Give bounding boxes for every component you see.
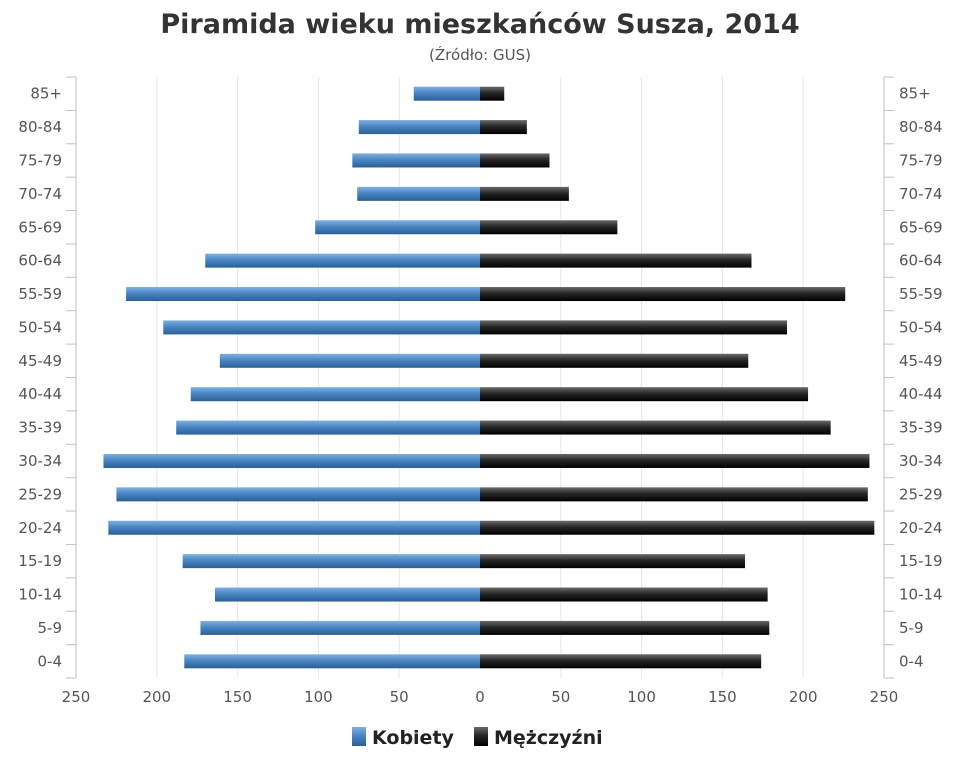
x-tick-label: 50 <box>551 688 570 706</box>
bar-mezczyzni <box>480 387 809 402</box>
bar-mezczyzni <box>480 487 868 502</box>
bar-mezczyzni <box>480 320 788 335</box>
y-tick-label-right: 75-79 <box>899 151 943 169</box>
y-tick-label-right: 65-69 <box>899 218 943 236</box>
bar-kobiety <box>163 320 480 335</box>
bar-mezczyzni <box>480 520 875 535</box>
y-tick-label-left: 45-49 <box>18 352 62 370</box>
y-tick-label-left: 0-4 <box>38 652 63 670</box>
y-tick-label-left: 5-9 <box>38 619 63 637</box>
bar-kobiety <box>200 620 480 635</box>
bar-mezczyzni <box>480 587 768 602</box>
bar-mezczyzni <box>480 220 618 235</box>
x-tick-label: 0 <box>475 688 485 706</box>
y-tick-label-right: 10-14 <box>899 586 943 604</box>
bar-mezczyzni <box>480 353 749 368</box>
y-tick-label-left: 30-34 <box>18 452 62 470</box>
gridlines <box>66 76 894 679</box>
legend[interactable]: Kobiety Mężczyźni <box>352 727 603 749</box>
y-tick-label-left: 70-74 <box>18 185 62 203</box>
legend-label: Mężczyźni <box>494 727 603 749</box>
bar-mezczyzni <box>480 253 752 268</box>
bar-mezczyzni <box>480 186 569 201</box>
bar-kobiety <box>184 654 480 669</box>
chart-title: Piramida wieku mieszkańców Susza, 2014 <box>160 9 799 40</box>
y-tick-label-left: 35-39 <box>18 419 62 437</box>
x-tick-label: 250 <box>62 688 91 706</box>
y-tick-label-left: 60-64 <box>18 252 62 270</box>
bar-kobiety <box>357 186 480 201</box>
y-tick-label-right: 15-19 <box>899 552 943 570</box>
y-tick-label-right: 25-29 <box>899 485 943 503</box>
legend-item-kobiety[interactable]: Kobiety <box>352 727 455 749</box>
y-tick-label-left: 20-24 <box>18 519 62 537</box>
x-tick-label: 200 <box>789 688 818 706</box>
bar-mezczyzni <box>480 654 762 669</box>
y-tick-label-right: 20-24 <box>899 519 943 537</box>
legend-item-mezczyzni[interactable]: Mężczyźni <box>474 727 603 749</box>
bar-kobiety <box>219 353 480 368</box>
y-tick-label-left: 25-29 <box>18 485 62 503</box>
bar-mezczyzni <box>480 554 746 569</box>
bar-kobiety <box>126 287 480 302</box>
x-tick-label: 250 <box>870 688 899 706</box>
y-tick-label-right: 5-9 <box>899 619 924 637</box>
y-tick-label-right: 0-4 <box>899 652 924 670</box>
bar-kobiety <box>205 253 480 268</box>
bar-mezczyzni <box>480 86 505 101</box>
y-tick-label-right: 30-34 <box>899 452 943 470</box>
bar-mezczyzni <box>480 453 870 468</box>
bar-kobiety <box>352 153 480 168</box>
x-tick-label: 150 <box>223 688 252 706</box>
bar-kobiety <box>190 387 480 402</box>
x-tick-label: 100 <box>304 688 333 706</box>
y-tick-label-right: 45-49 <box>899 352 943 370</box>
y-tick-label-left: 80-84 <box>18 118 62 136</box>
bar-mezczyzni <box>480 420 831 435</box>
bar-kobiety <box>315 220 480 235</box>
bar-kobiety <box>103 453 481 468</box>
bar-mezczyzni <box>480 153 550 168</box>
y-tick-label-left: 10-14 <box>18 586 62 604</box>
y-tick-label-left: 65-69 <box>18 218 62 236</box>
bar-mezczyzni <box>480 287 846 302</box>
y-tick-label-right: 50-54 <box>899 318 943 336</box>
x-tick-label: 50 <box>390 688 409 706</box>
y-tick-label-left: 55-59 <box>18 285 62 303</box>
legend-swatch <box>474 727 488 746</box>
y-tick-label-right: 40-44 <box>899 385 943 403</box>
bar-mezczyzni <box>480 620 770 635</box>
bar-kobiety <box>176 420 480 435</box>
legend-swatch <box>352 727 366 746</box>
bar-kobiety <box>214 587 480 602</box>
x-tick-label: 200 <box>142 688 171 706</box>
tick-labels: 250 200 150 100 50 0 50 100 150 200 250 85+ 85+ 80-84… <box>18 85 942 706</box>
bar-kobiety <box>182 554 480 569</box>
y-tick-label-left: 15-19 <box>18 552 62 570</box>
bar-mezczyzni <box>480 120 527 135</box>
bar-kobiety <box>108 520 480 535</box>
y-tick-label-left: 40-44 <box>18 385 62 403</box>
y-tick-label-left: 85+ <box>30 85 62 103</box>
y-tick-label-right: 60-64 <box>899 252 943 270</box>
legend-label: Kobiety <box>372 727 455 749</box>
bars <box>103 86 875 669</box>
y-tick-label-right: 80-84 <box>899 118 943 136</box>
y-tick-label-right: 70-74 <box>899 185 943 203</box>
chart-subtitle: (Źródło: GUS) <box>429 45 531 64</box>
x-tick-label: 100 <box>627 688 656 706</box>
y-tick-label-left: 75-79 <box>18 151 62 169</box>
bar-kobiety <box>116 487 481 502</box>
y-tick-label-right: 85+ <box>899 85 931 103</box>
bar-kobiety <box>413 86 480 101</box>
y-tick-label-left: 50-54 <box>18 318 62 336</box>
y-tick-label-right: 55-59 <box>899 285 943 303</box>
y-tick-label-right: 35-39 <box>899 419 943 437</box>
x-tick-label: 150 <box>708 688 737 706</box>
bar-kobiety <box>358 120 480 135</box>
